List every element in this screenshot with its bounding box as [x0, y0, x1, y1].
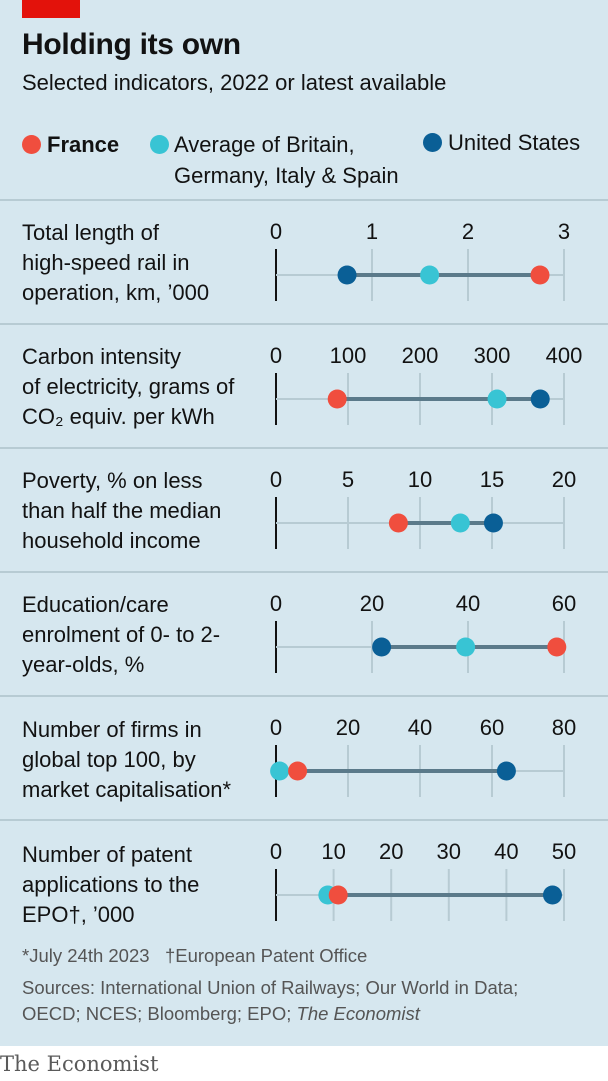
dot-us: [372, 637, 392, 657]
tick-label: 20: [379, 839, 403, 864]
dot-france: [530, 265, 550, 285]
chart-subtitle: Selected indicators, 2022 or latest avai…: [22, 70, 447, 95]
brand-wordmark: The Economist: [0, 1052, 159, 1076]
dot-us: [542, 885, 562, 905]
dot-average: [450, 513, 470, 533]
dot-us: [530, 389, 550, 409]
panel-divider: [0, 571, 608, 573]
legend-dot-average: [150, 135, 169, 154]
tick-label: 15: [480, 467, 504, 492]
dot-france: [328, 885, 348, 905]
tick-label: 50: [552, 839, 576, 864]
tick-label: 100: [330, 343, 367, 368]
tick-label: 20: [336, 715, 360, 740]
tick-label: 0: [270, 219, 282, 244]
dot-us: [496, 761, 516, 781]
dot-france: [547, 637, 567, 657]
panel-divider: [0, 323, 608, 325]
panel-label-education: Education/care enrolment of 0- to 2- yea…: [22, 592, 221, 677]
footnote-sources-publication: The Economist: [296, 1003, 420, 1024]
tick-label: 10: [321, 839, 345, 864]
panel-divider: [0, 819, 608, 821]
tick-label: 40: [408, 715, 432, 740]
tick-label: 40: [494, 839, 518, 864]
tick-label: 5: [342, 467, 354, 492]
dot-average: [487, 389, 507, 409]
tick-label: 0: [270, 591, 282, 616]
footnote-sources-line2: OECD; NCES; Bloomberg; EPO;: [22, 1003, 297, 1024]
tick-label: 0: [270, 839, 282, 864]
panel-label-carbon: Carbon intensity of electricity, grams o…: [22, 344, 235, 429]
dot-average: [420, 265, 440, 285]
legend-item-average: Average of Britain, Germany, Italy & Spa…: [150, 129, 399, 191]
economist-red-tag: [22, 0, 80, 18]
tick-label: 2: [462, 219, 474, 244]
panel-label-rail: Total length of high-speed rail in opera…: [22, 220, 210, 305]
tick-label: 400: [546, 343, 583, 368]
legend-item-us: United States: [423, 127, 580, 158]
footnote-dagger: †European Patent Office: [164, 945, 368, 966]
dot-france: [327, 389, 347, 409]
tick-label: 60: [480, 715, 504, 740]
tick-label: 40: [456, 591, 480, 616]
tick-label: 60: [552, 591, 576, 616]
dot-average: [270, 761, 290, 781]
footnote-sources-2: OECD; NCES; Bloomberg; EPO; The Economis…: [22, 1003, 420, 1025]
panel-label-firms: Number of firms in global top 100, by ma…: [22, 717, 232, 802]
dot-france: [288, 761, 308, 781]
legend-item-france: France: [22, 129, 119, 160]
dot-us: [337, 265, 357, 285]
legend-dot-france: [22, 135, 41, 154]
dot-france: [388, 513, 408, 533]
footnote-asterisk: *July 24th 2023: [22, 945, 150, 966]
dot-average: [456, 637, 476, 657]
legend-label-average: Average of Britain, Germany, Italy & Spa…: [174, 132, 399, 188]
tick-label: 80: [552, 715, 576, 740]
tick-label: 20: [552, 467, 576, 492]
tick-label: 3: [558, 219, 570, 244]
legend-label-france: France: [47, 132, 120, 157]
panel-label-poverty: Poverty, % on less than half the median …: [22, 468, 222, 553]
tick-label: 0: [270, 343, 282, 368]
footnote-asterisk-dagger: *July 24th 2023 †European Patent Office: [22, 945, 367, 967]
panel-divider: [0, 695, 608, 697]
tick-label: 1: [366, 219, 378, 244]
tick-label: 0: [270, 467, 282, 492]
tick-label: 300: [474, 343, 511, 368]
tick-label: 20: [360, 591, 384, 616]
tick-label: 0: [270, 715, 282, 740]
chart-title: Holding its own: [22, 28, 241, 61]
legend-label-us: United States: [448, 130, 581, 155]
dot-us: [483, 513, 503, 533]
panel-label-patents: Number of patent applications to the EPO…: [22, 842, 200, 927]
panel-divider: [0, 447, 608, 449]
tick-label: 10: [408, 467, 432, 492]
panel-divider: [0, 199, 608, 201]
tick-label: 30: [437, 839, 461, 864]
tick-label: 200: [402, 343, 439, 368]
legend-dot-us: [423, 133, 442, 152]
footnote-sources: Sources: International Union of Railways…: [22, 977, 519, 998]
